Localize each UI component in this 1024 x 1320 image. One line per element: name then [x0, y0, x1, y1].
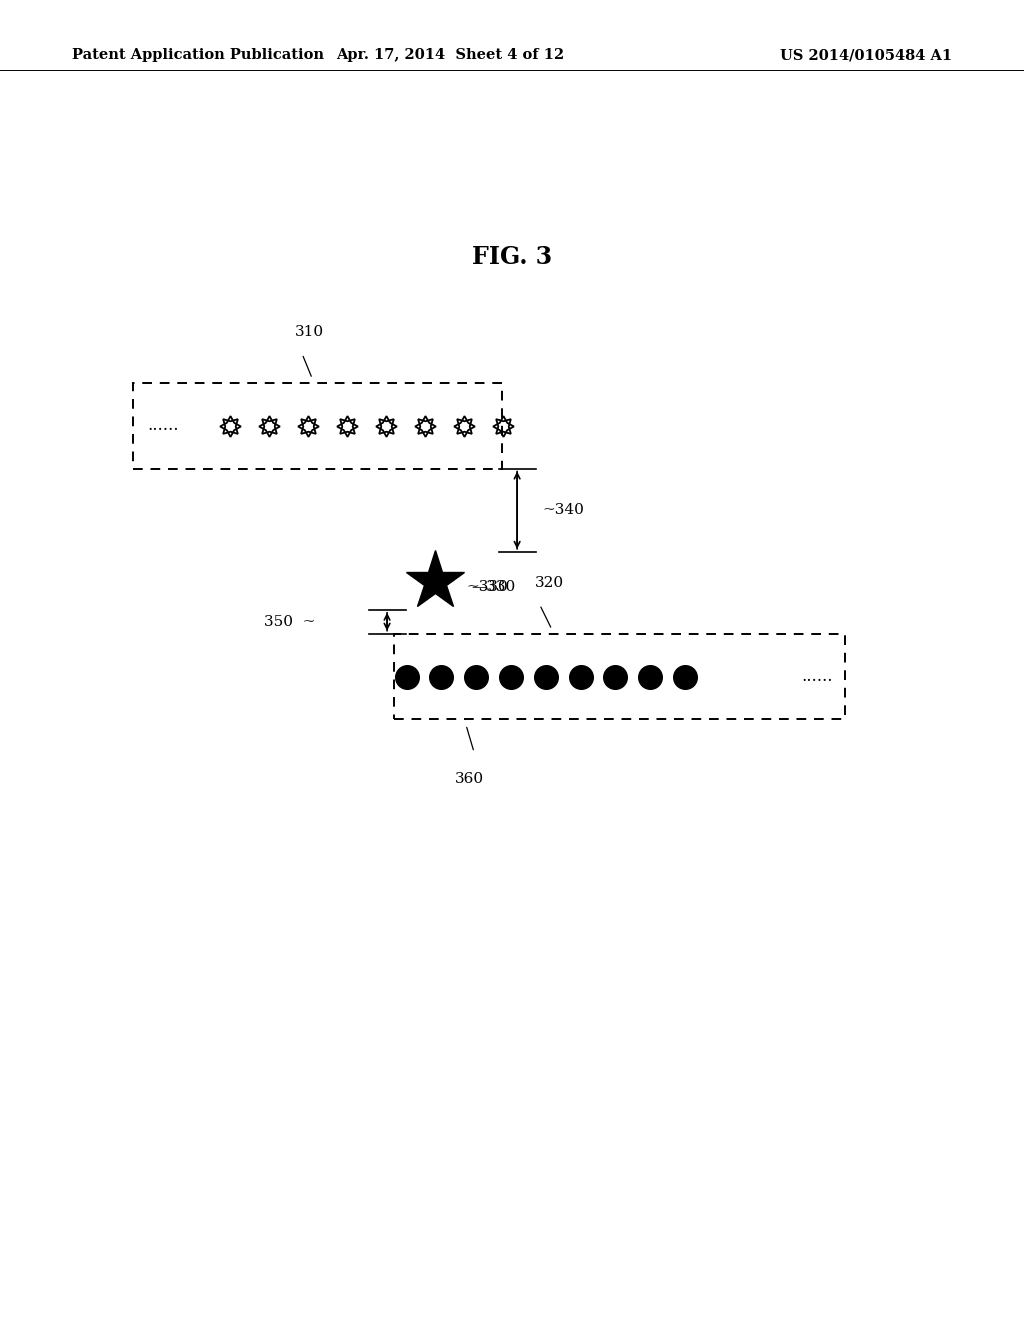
Text: Patent Application Publication: Patent Application Publication — [72, 49, 324, 62]
Text: 360: 360 — [455, 772, 483, 787]
Text: —330: —330 — [471, 581, 515, 594]
Text: 320: 320 — [535, 576, 563, 590]
Text: ......: ...... — [801, 668, 833, 685]
Text: 310: 310 — [295, 325, 324, 339]
Text: ......: ...... — [147, 417, 179, 434]
Bar — [133, 383, 502, 469]
Text: 350  ~: 350 ~ — [264, 615, 315, 628]
Text: ~330: ~330 — [466, 581, 508, 594]
Bar — [394, 634, 845, 719]
Text: ~340: ~340 — [543, 503, 585, 517]
Text: US 2014/0105484 A1: US 2014/0105484 A1 — [780, 49, 952, 62]
Text: FIG. 3: FIG. 3 — [472, 246, 552, 269]
Text: Apr. 17, 2014  Sheet 4 of 12: Apr. 17, 2014 Sheet 4 of 12 — [337, 49, 564, 62]
